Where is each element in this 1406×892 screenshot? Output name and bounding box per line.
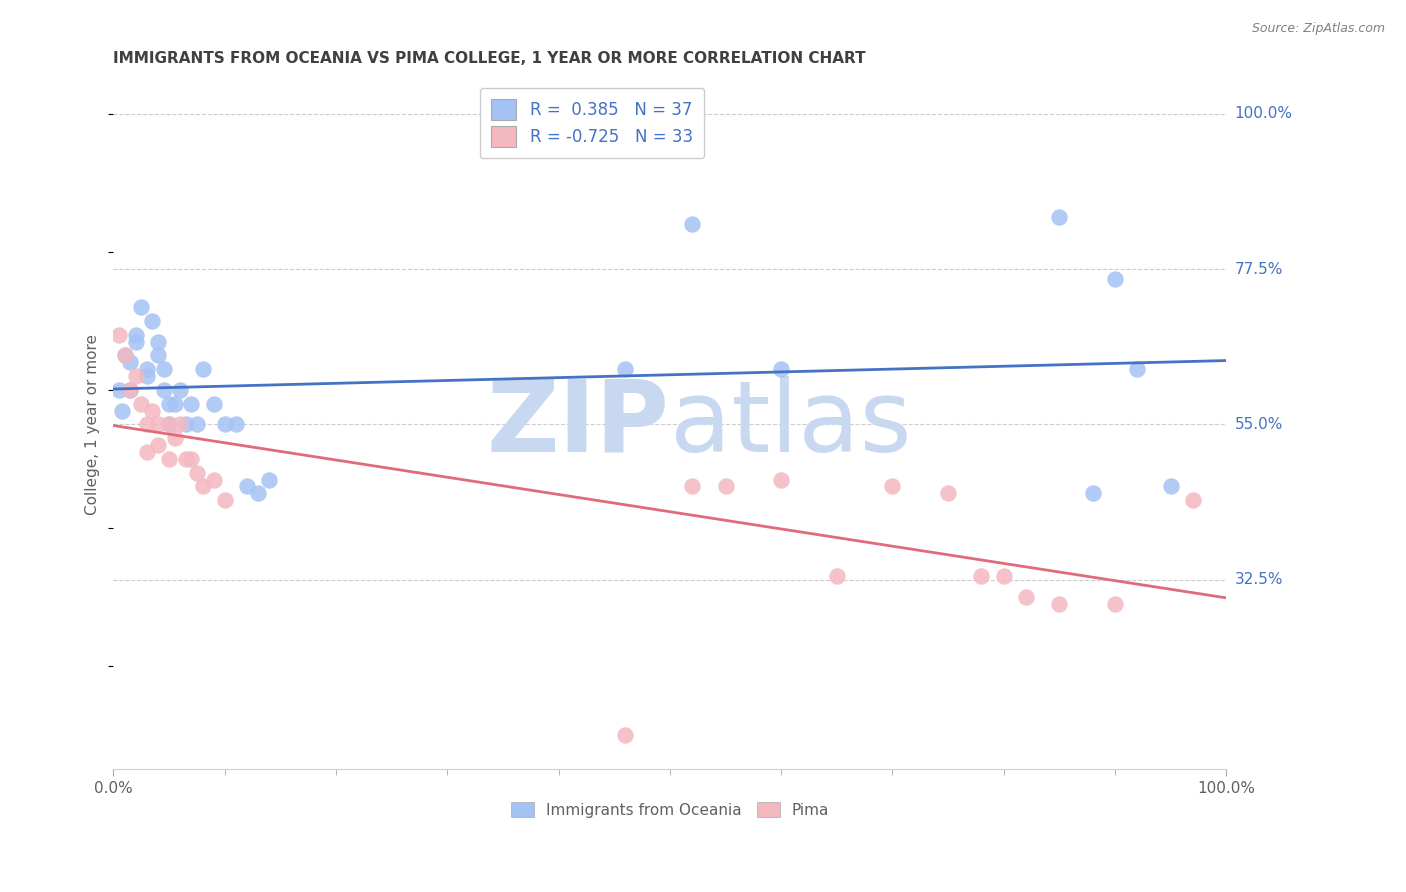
Point bbox=[202, 473, 225, 487]
Point bbox=[993, 569, 1015, 583]
Point bbox=[125, 327, 148, 342]
Point bbox=[125, 369, 148, 384]
Point bbox=[141, 403, 163, 417]
Point bbox=[1015, 590, 1038, 604]
Point bbox=[202, 396, 225, 410]
Point bbox=[146, 334, 169, 349]
Text: 32.5%: 32.5% bbox=[1234, 572, 1284, 587]
Point bbox=[157, 417, 180, 432]
Point bbox=[825, 569, 848, 583]
Point bbox=[936, 486, 959, 500]
Point bbox=[191, 479, 214, 493]
Point bbox=[1126, 362, 1149, 376]
Point bbox=[169, 383, 191, 397]
Point bbox=[108, 327, 131, 342]
Point bbox=[1104, 597, 1126, 611]
Point bbox=[131, 300, 153, 314]
Point bbox=[259, 473, 281, 487]
Point bbox=[882, 479, 904, 493]
Point bbox=[174, 417, 197, 432]
Point bbox=[770, 362, 793, 376]
Point bbox=[174, 451, 197, 466]
Point bbox=[225, 417, 247, 432]
Point bbox=[146, 417, 169, 432]
Point bbox=[1047, 211, 1070, 225]
Point bbox=[681, 217, 703, 231]
Point bbox=[1160, 479, 1182, 493]
Point bbox=[146, 348, 169, 362]
Point bbox=[180, 396, 202, 410]
Point bbox=[120, 383, 142, 397]
Point bbox=[714, 479, 737, 493]
Point bbox=[770, 473, 793, 487]
Point bbox=[108, 383, 131, 397]
Point bbox=[681, 479, 703, 493]
Point bbox=[214, 417, 236, 432]
Point bbox=[157, 396, 180, 410]
Point bbox=[614, 728, 637, 742]
Text: 100.0%: 100.0% bbox=[1234, 106, 1292, 121]
Point bbox=[120, 383, 142, 397]
Point bbox=[135, 445, 157, 459]
Point bbox=[135, 362, 157, 376]
Point bbox=[1181, 493, 1204, 508]
Text: 77.5%: 77.5% bbox=[1234, 261, 1282, 277]
Text: 55.0%: 55.0% bbox=[1234, 417, 1282, 432]
Point bbox=[111, 403, 134, 417]
Point bbox=[186, 466, 208, 480]
Point bbox=[180, 451, 202, 466]
Point bbox=[135, 417, 157, 432]
Point bbox=[1081, 486, 1104, 500]
Point bbox=[157, 451, 180, 466]
Point bbox=[146, 438, 169, 452]
Text: IMMIGRANTS FROM OCEANIA VS PIMA COLLEGE, 1 YEAR OR MORE CORRELATION CHART: IMMIGRANTS FROM OCEANIA VS PIMA COLLEGE,… bbox=[114, 51, 866, 66]
Point bbox=[114, 348, 136, 362]
Point bbox=[141, 314, 163, 328]
Point bbox=[614, 362, 637, 376]
Text: ZIP: ZIP bbox=[486, 376, 669, 473]
Point bbox=[163, 396, 186, 410]
Point bbox=[120, 355, 142, 369]
Point bbox=[236, 479, 259, 493]
Legend: Immigrants from Oceania, Pima: Immigrants from Oceania, Pima bbox=[505, 796, 835, 823]
Point bbox=[186, 417, 208, 432]
Point bbox=[163, 431, 186, 445]
Text: atlas: atlas bbox=[669, 376, 911, 473]
Point bbox=[114, 348, 136, 362]
Point bbox=[970, 569, 993, 583]
Point bbox=[169, 417, 191, 432]
Point bbox=[191, 362, 214, 376]
Point bbox=[1104, 272, 1126, 286]
Point bbox=[247, 486, 270, 500]
Point bbox=[125, 334, 148, 349]
Point bbox=[135, 369, 157, 384]
Point bbox=[152, 383, 174, 397]
Point bbox=[131, 396, 153, 410]
Text: Source: ZipAtlas.com: Source: ZipAtlas.com bbox=[1251, 22, 1385, 36]
Point bbox=[1047, 597, 1070, 611]
Y-axis label: College, 1 year or more: College, 1 year or more bbox=[86, 334, 100, 515]
Point bbox=[152, 362, 174, 376]
Point bbox=[214, 493, 236, 508]
Point bbox=[157, 417, 180, 432]
